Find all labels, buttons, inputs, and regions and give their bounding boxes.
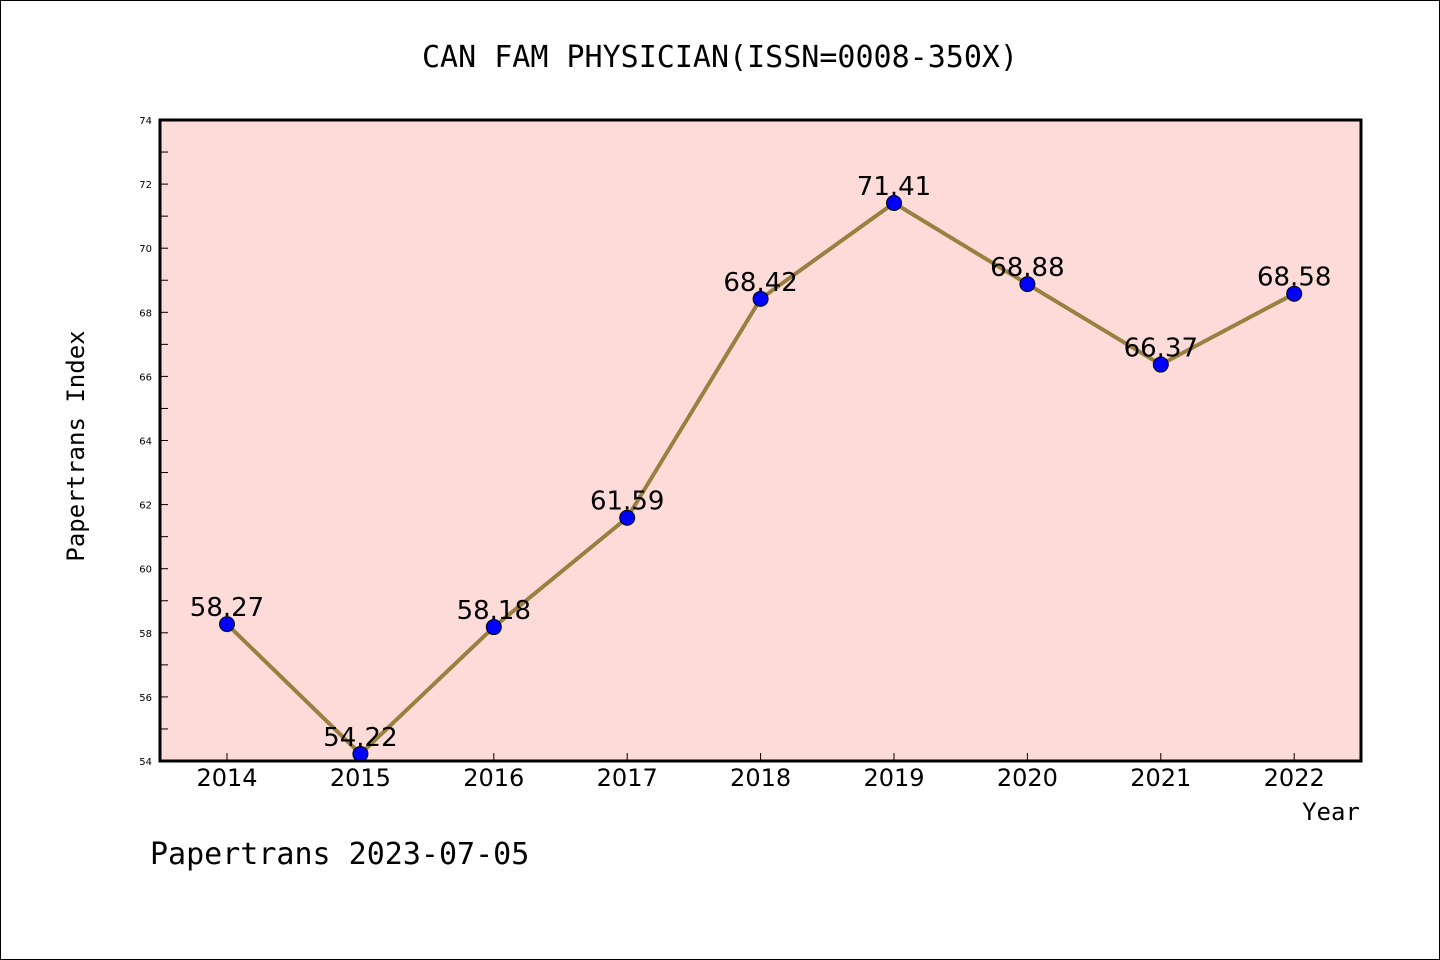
x-tick-label: 2017 bbox=[597, 764, 658, 792]
y-axis-label: Papertrans Index bbox=[62, 330, 90, 561]
data-point-marker bbox=[485, 619, 502, 636]
data-label: 71.41 bbox=[857, 172, 931, 202]
data-label: 61.59 bbox=[590, 487, 664, 517]
data-point-marker bbox=[1152, 356, 1169, 373]
data-label: 58.18 bbox=[457, 596, 531, 626]
y-tick-label: 62 bbox=[139, 501, 152, 512]
y-tick-label: 58 bbox=[139, 629, 152, 640]
data-point-marker bbox=[886, 195, 902, 212]
plot-area bbox=[160, 120, 1361, 761]
data-label: 68.88 bbox=[990, 253, 1064, 283]
x-tick-label: 2020 bbox=[997, 764, 1058, 792]
data-label: 66.37 bbox=[1124, 334, 1198, 364]
data-point-marker bbox=[619, 509, 636, 526]
data-point-marker bbox=[1019, 276, 1036, 293]
data-label: 58.27 bbox=[190, 593, 264, 623]
y-tick-label: 68 bbox=[139, 308, 152, 319]
x-tick-label: 2018 bbox=[730, 764, 791, 792]
y-tick-label: 74 bbox=[139, 116, 152, 127]
data-point-marker bbox=[1286, 285, 1303, 302]
x-tick-label: 2021 bbox=[1130, 764, 1191, 792]
y-tick-label: 66 bbox=[139, 372, 152, 383]
data-label: 68.42 bbox=[723, 268, 797, 298]
plot-border bbox=[158, 118, 1363, 763]
data-labels: 58.27 54.22 58.18 61.59 68.42 71.41 68.88 66.37… bbox=[190, 172, 1332, 753]
x-axis-label: Year bbox=[1302, 798, 1360, 826]
x-tick-label: 2022 bbox=[1264, 764, 1325, 792]
x-tick-label: 2016 bbox=[463, 764, 524, 792]
y-tick-label: 56 bbox=[139, 693, 152, 704]
data-label: 54.22 bbox=[323, 723, 397, 753]
y-tick-label: 64 bbox=[139, 437, 152, 448]
chart-title: CAN FAM PHYSICIAN(ISSN=0008-350X) bbox=[422, 40, 1018, 75]
x-tick-label: 2015 bbox=[330, 764, 391, 792]
data-point-marker bbox=[219, 616, 235, 633]
footer-date-stamp: Papertrans 2023-07-05 bbox=[150, 837, 529, 872]
x-tick-label: 2014 bbox=[196, 764, 257, 792]
y-axis: 54 56 58 60 62 64 66 68 70 72 74 bbox=[139, 116, 168, 768]
y-tick-label: 60 bbox=[139, 565, 152, 576]
y-tick-label: 70 bbox=[139, 244, 152, 255]
x-axis: 2014 2015 2016 2017 2018 2019 2020 2021 2022 bbox=[196, 753, 1325, 792]
data-point-marker bbox=[752, 290, 769, 307]
y-tick-label: 54 bbox=[139, 757, 152, 768]
x-tick-label: 2019 bbox=[863, 764, 924, 792]
series-markers bbox=[219, 195, 1303, 762]
y-tick-label: 72 bbox=[139, 180, 152, 191]
data-label: 68.58 bbox=[1257, 263, 1331, 293]
